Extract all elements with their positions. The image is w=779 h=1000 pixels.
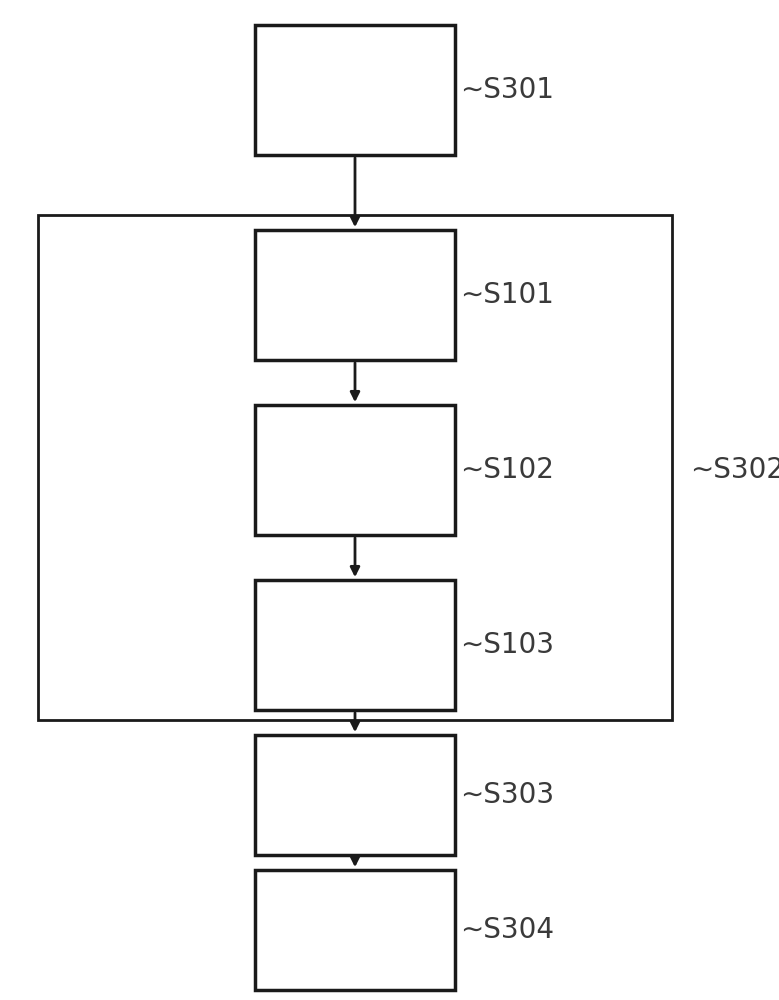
Bar xyxy=(255,735,455,855)
Text: ∼S302: ∼S302 xyxy=(690,456,779,484)
Bar xyxy=(255,870,455,990)
Text: ∼S103: ∼S103 xyxy=(460,631,554,659)
Bar xyxy=(255,580,455,710)
Bar xyxy=(255,230,455,360)
Bar xyxy=(38,215,672,720)
Text: ∼S101: ∼S101 xyxy=(460,281,554,309)
Text: ∼S301: ∼S301 xyxy=(460,76,554,104)
Text: ∼S304: ∼S304 xyxy=(460,916,554,944)
Bar xyxy=(255,405,455,535)
Text: ∼S303: ∼S303 xyxy=(460,781,554,809)
Bar xyxy=(255,25,455,155)
Text: ∼S102: ∼S102 xyxy=(460,456,554,484)
